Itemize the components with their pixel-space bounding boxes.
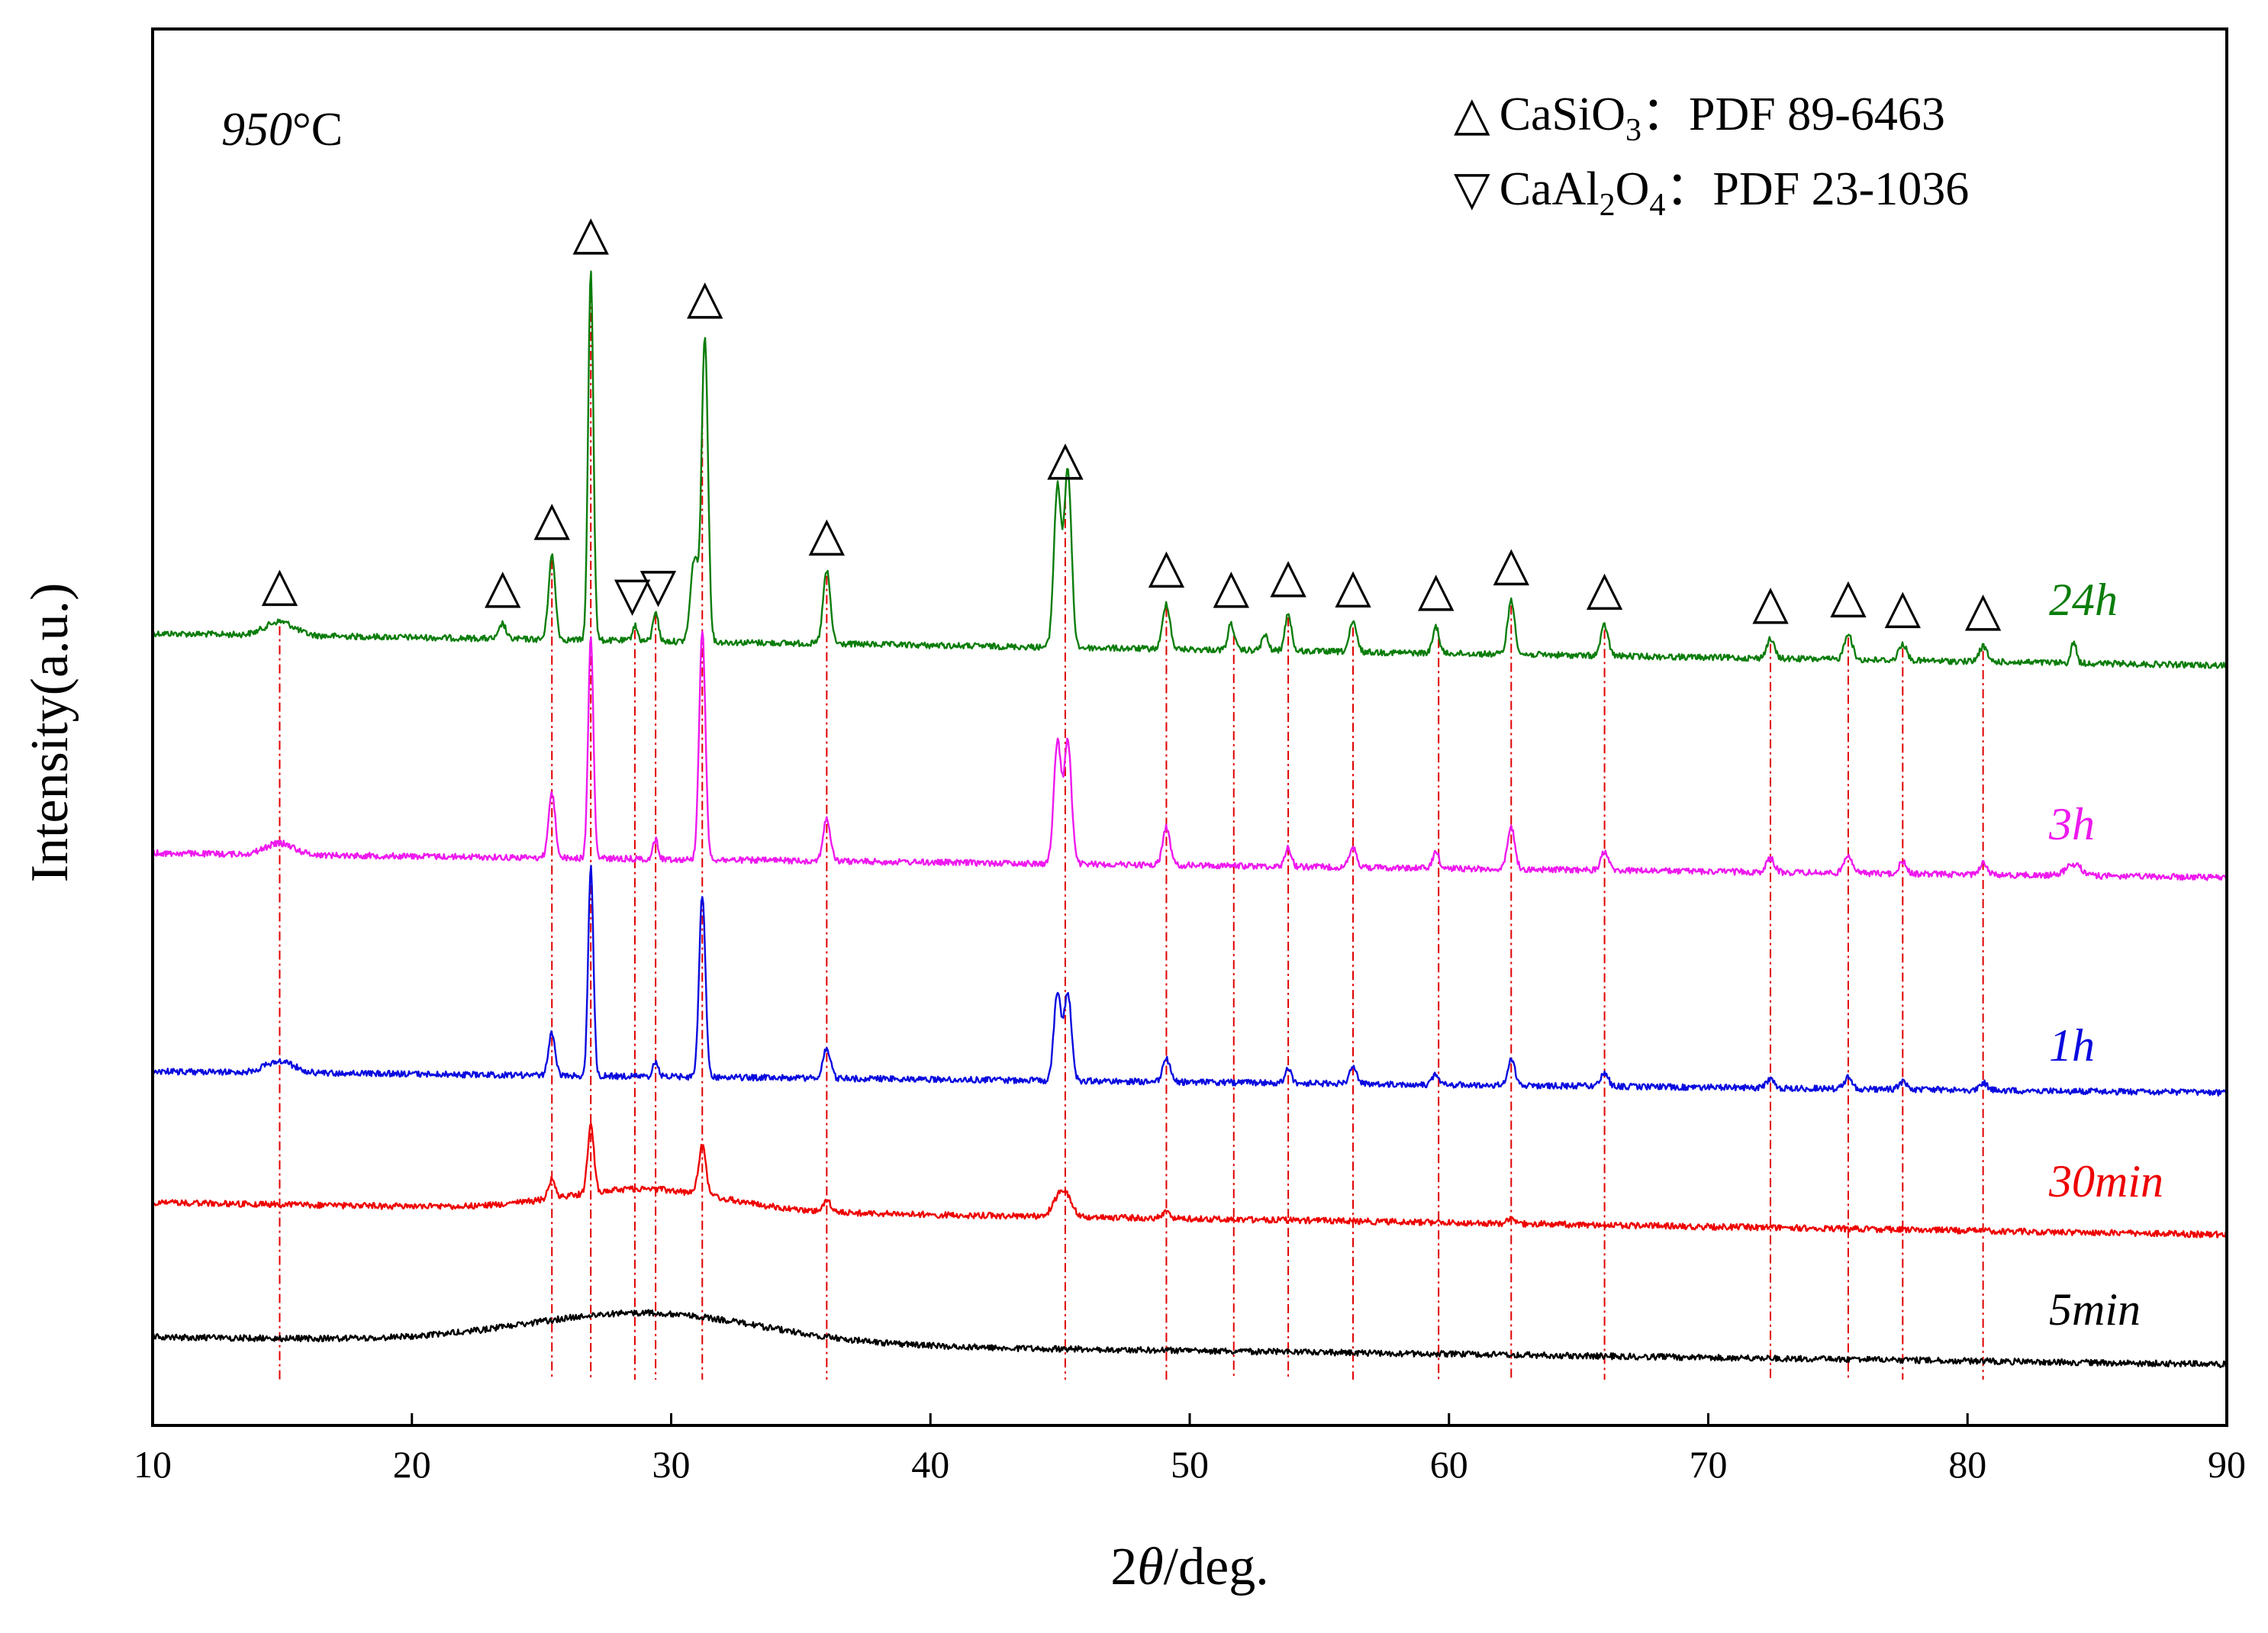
legend: △ CaSiO3：PDF 89-6463 ▽ CaAl2O4：PDF 23-1036: [1454, 89, 1969, 223]
peak-marker-31.3: △: [687, 272, 723, 324]
peak-marker-75.4: △: [1830, 570, 1867, 622]
legend-item-caal2o4: ▽ CaAl2O4：PDF 23-1036: [1454, 163, 1969, 223]
x-tick-label-70: 70: [1690, 1443, 1728, 1486]
x-axis-ticks: 10 20 30 40 50 60 70 80 90: [134, 1413, 2246, 1486]
peak-marker-45.2: △: [1047, 433, 1084, 485]
reference-lines: [279, 274, 1984, 1380]
peak-marker-23.5: △: [485, 561, 521, 613]
peak-marker-72.4: △: [1752, 577, 1789, 629]
x-tick-label-80: 80: [1948, 1443, 1986, 1486]
peak-marker-62.4: △: [1493, 539, 1529, 591]
peak-marker-26.9: △: [572, 208, 609, 259]
series-line-3h: [152, 630, 2228, 881]
x-tick-label-20: 20: [393, 1443, 431, 1486]
peak-marker-59.5: △: [1418, 564, 1455, 616]
peak-marker-66: △: [1587, 562, 1623, 614]
peak-marker-25.4: △: [533, 493, 570, 545]
legend-item-casio3: △ CaSiO3：PDF 89-6463: [1454, 89, 1945, 148]
x-tick-label-50: 50: [1171, 1443, 1209, 1486]
y-axis-title: Intensity(a.u.): [21, 583, 79, 883]
peak-marker-53.8: △: [1270, 550, 1306, 602]
x-tick-label-10: 10: [134, 1443, 172, 1486]
series-line-5min: [152, 1309, 2228, 1368]
x-tick-label-90: 90: [2208, 1443, 2246, 1486]
series-label-3h: 3h: [2048, 799, 2095, 849]
x-axis-title: 2θ/deg.: [1110, 1538, 1268, 1596]
series-line-1h: [151, 865, 2228, 1097]
peak-markers: △ △△△▽▽△△△△ △ △ △ △ △ △ △ △ △ △: [262, 208, 2002, 636]
series-group: [151, 270, 2228, 1368]
temperature-annotation: 950°C: [221, 104, 343, 156]
peak-marker-56.3: △: [1335, 560, 1371, 612]
series-label-30min: 30min: [2048, 1156, 2163, 1206]
peak-marker-14.9: △: [262, 559, 298, 611]
series-line-24h: [151, 270, 2228, 669]
series-label-1h: 1h: [2049, 1020, 2095, 1071]
x-tick-label-40: 40: [911, 1443, 949, 1486]
x-tick-label-60: 60: [1430, 1443, 1468, 1486]
peak-marker-36: △: [809, 509, 846, 561]
x-tick-label-30: 30: [652, 1443, 691, 1486]
peak-marker-28.5: ▽: [614, 569, 651, 621]
series-label-24h: 24h: [2049, 575, 2118, 625]
peak-marker-51.6: △: [1213, 561, 1250, 613]
peak-marker-77.5: △: [1884, 581, 1921, 633]
series-line-30min: [151, 1122, 2228, 1238]
series-label-5min: 5min: [2049, 1284, 2141, 1335]
peak-marker-49.1: △: [1148, 541, 1185, 593]
peak-marker-29.5: ▽: [640, 560, 677, 612]
peak-marker-80.6: △: [1965, 584, 2002, 636]
